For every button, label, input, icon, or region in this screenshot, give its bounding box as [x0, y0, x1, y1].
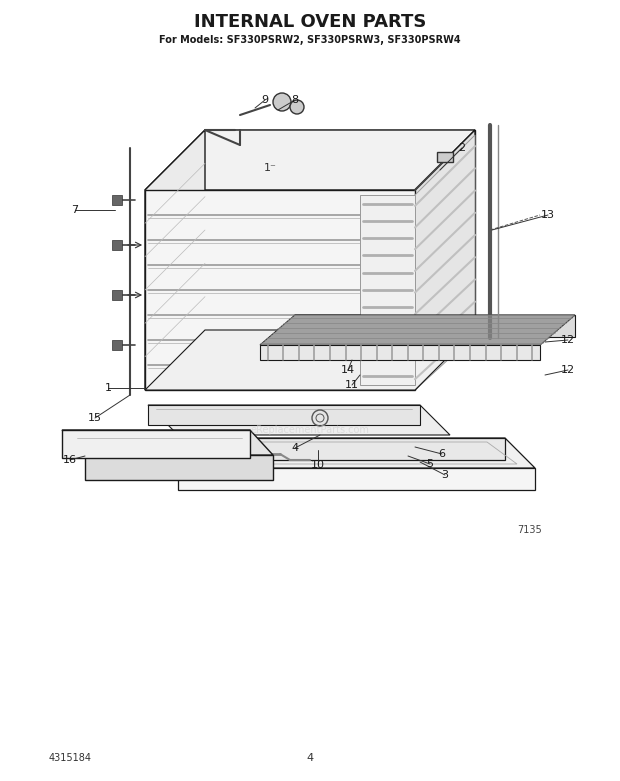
Polygon shape	[415, 130, 475, 390]
Text: 16: 16	[63, 455, 77, 465]
Polygon shape	[145, 190, 415, 390]
Circle shape	[273, 93, 291, 111]
Polygon shape	[260, 345, 540, 360]
Text: 12: 12	[561, 335, 575, 345]
Polygon shape	[260, 315, 575, 345]
Text: 6: 6	[438, 449, 446, 459]
Circle shape	[290, 100, 304, 114]
Text: 4: 4	[306, 753, 314, 763]
Text: 7: 7	[71, 205, 79, 215]
Polygon shape	[145, 130, 205, 390]
Polygon shape	[85, 455, 273, 480]
Bar	[112, 240, 122, 250]
Polygon shape	[360, 195, 415, 385]
Text: 4: 4	[291, 443, 299, 453]
Polygon shape	[145, 130, 475, 190]
Text: 9: 9	[262, 95, 268, 105]
Text: For Models: SF330PSRW2, SF330PSRW3, SF330PSRW4: For Models: SF330PSRW2, SF330PSRW3, SF33…	[159, 35, 461, 45]
Polygon shape	[145, 330, 475, 390]
Text: eReplacementParts.com: eReplacementParts.com	[250, 425, 370, 435]
Text: 7135: 7135	[518, 525, 542, 535]
Text: 2: 2	[458, 143, 466, 153]
Polygon shape	[148, 438, 505, 460]
Polygon shape	[148, 405, 420, 425]
Text: 8: 8	[291, 95, 299, 105]
Polygon shape	[62, 430, 250, 458]
Polygon shape	[148, 438, 535, 468]
Text: 15: 15	[88, 413, 102, 423]
Polygon shape	[437, 152, 453, 162]
Text: 1: 1	[105, 383, 112, 393]
Polygon shape	[62, 430, 273, 455]
Bar	[112, 340, 122, 350]
Text: 11: 11	[345, 380, 359, 390]
Text: 5: 5	[427, 459, 433, 469]
Polygon shape	[205, 130, 475, 330]
Text: 1⁻: 1⁻	[264, 163, 277, 173]
Polygon shape	[295, 315, 575, 337]
Polygon shape	[415, 135, 475, 390]
Text: 14: 14	[341, 365, 355, 375]
Bar	[112, 195, 122, 205]
Text: 4315184: 4315184	[48, 753, 92, 763]
Text: INTERNAL OVEN PARTS: INTERNAL OVEN PARTS	[194, 13, 426, 31]
Polygon shape	[148, 405, 450, 435]
Text: 12: 12	[561, 365, 575, 375]
Polygon shape	[178, 468, 535, 490]
Text: 10: 10	[311, 460, 325, 470]
Text: 13: 13	[541, 210, 555, 220]
Text: 3: 3	[441, 470, 448, 480]
Bar	[112, 290, 122, 300]
